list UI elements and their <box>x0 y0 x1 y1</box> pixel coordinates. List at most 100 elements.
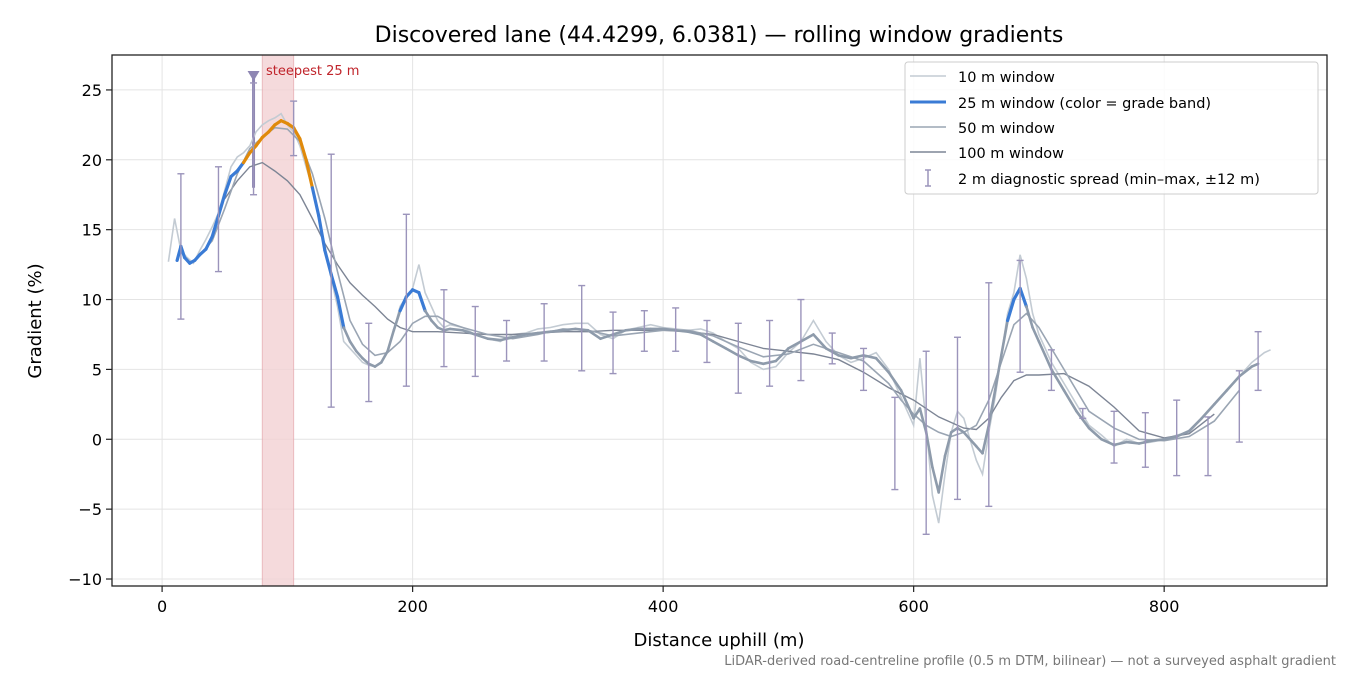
series-25m-segment <box>874 356 890 374</box>
y-tick-label: 10 <box>82 291 102 310</box>
spread-bar <box>828 332 836 365</box>
series-25m-segment <box>448 327 465 332</box>
steepest-marker-icon <box>247 70 260 81</box>
series-25m-segment <box>241 151 252 165</box>
series-25m-segment <box>511 333 527 339</box>
spread-bar <box>540 303 548 362</box>
spread-bar <box>922 350 930 535</box>
series-25m-segment <box>599 333 615 341</box>
series-25m-segment <box>1025 305 1034 329</box>
spread-bar <box>703 319 711 364</box>
series-25m-segment <box>430 319 440 329</box>
series-25m-segment <box>862 354 878 360</box>
series-25m-segment <box>774 347 790 363</box>
series-25m-segment <box>1031 326 1041 343</box>
series-25m-segment <box>1250 362 1260 368</box>
legend-label-spread: 2 m diagnostic spread (min–max, ±12 m) <box>958 172 1260 188</box>
series-25m-segment <box>1018 286 1029 309</box>
series-25m-segment <box>611 328 627 336</box>
series-25m-segment <box>342 326 352 343</box>
spread-bar <box>290 100 298 157</box>
series-25m-segment <box>1050 368 1066 392</box>
series-25m-segment <box>736 354 753 363</box>
series-25m-segment <box>943 430 953 458</box>
y-tick-label: 15 <box>82 221 102 240</box>
series-25m-segment <box>981 423 991 455</box>
series-25m-segment <box>473 333 490 341</box>
series-25m-segment <box>423 309 433 322</box>
y-tick-label: 0 <box>92 430 102 449</box>
series-25m-segment <box>1043 354 1053 371</box>
series-25m-segment <box>787 340 803 350</box>
series-25m-segment <box>912 407 922 420</box>
series-25m-segment <box>899 389 915 420</box>
series-25m-segment <box>1075 409 1091 430</box>
series-25m-segment <box>223 175 233 197</box>
spread-bar <box>1047 349 1055 392</box>
series-25m-segment <box>1213 389 1229 406</box>
y-tick-label: 25 <box>82 81 102 100</box>
legend: 10 m window 25 m window (color = grade b… <box>904 61 1319 195</box>
spread-bars-group <box>177 82 1262 535</box>
series-25m-segment <box>1225 375 1241 392</box>
steepest-label: steepest 25 m <box>266 64 359 79</box>
spread-bar <box>1204 416 1212 477</box>
series-25m-segment <box>999 319 1009 357</box>
legend-label-25m: 25 m window (color = grade band) <box>958 96 1211 112</box>
spread-bar <box>1235 370 1243 443</box>
spread-bar <box>953 336 961 501</box>
plot-frame <box>111 54 1328 587</box>
y-tick-label: −5 <box>78 500 102 519</box>
spread-bar <box>177 173 185 320</box>
series-25m-segment <box>1150 437 1166 443</box>
legend-swatch-spread <box>925 169 931 187</box>
series-25m-segment <box>210 214 221 239</box>
series-25m-segment <box>310 186 321 218</box>
series-25m-segment <box>317 214 327 253</box>
series-25m-segment <box>417 291 427 313</box>
series-25m-segment <box>918 407 928 434</box>
spread-bar <box>250 82 258 196</box>
spread-bar <box>578 284 586 372</box>
series-25m-segment <box>398 295 408 313</box>
spread-bar <box>860 347 868 392</box>
series-25m-segment <box>235 161 246 173</box>
spread-bar <box>797 298 805 382</box>
spread-bar <box>1110 410 1118 464</box>
series-25m-segment <box>661 327 678 332</box>
legend-label-10m: 10 m window <box>958 70 1055 86</box>
series-25m-segment <box>724 347 740 357</box>
series-25m-segment <box>1187 416 1203 433</box>
series-25m-segment <box>354 349 364 360</box>
series-25m-segment <box>1125 440 1141 445</box>
series-25m-segment <box>335 295 346 330</box>
legend-label-100m: 100 m window <box>958 146 1064 162</box>
spread-bar <box>1016 259 1024 373</box>
series-25m-segment <box>799 333 815 343</box>
series-25m-segment <box>386 328 396 353</box>
spread-bar <box>1079 407 1087 420</box>
series-25m-segment <box>1112 440 1128 447</box>
series-25m-segment <box>962 430 972 441</box>
spread-bar <box>1254 330 1262 392</box>
legend-label-50m: 50 m window <box>958 121 1055 137</box>
x-axis-label: Distance uphill (m) <box>634 630 805 651</box>
spread-bar <box>440 289 448 368</box>
series-25m-segment <box>987 389 997 427</box>
series-25m-segment <box>812 333 828 350</box>
x-tick-label: 200 <box>397 597 428 616</box>
series-25m-segment <box>1087 426 1103 441</box>
series-group <box>167 112 1271 524</box>
series-25m-segment <box>549 328 565 334</box>
legend-box <box>904 61 1319 195</box>
series-25m-segment <box>216 193 227 218</box>
series-25m-segment <box>292 126 302 141</box>
spread-bar <box>609 311 617 375</box>
spread-bar <box>985 282 993 508</box>
spread-bar <box>471 305 479 378</box>
series-25m-segment <box>1162 435 1178 441</box>
y-tick-label: 20 <box>82 151 102 170</box>
series-25m-segment <box>323 249 333 276</box>
series-25m-segment <box>1005 297 1016 323</box>
